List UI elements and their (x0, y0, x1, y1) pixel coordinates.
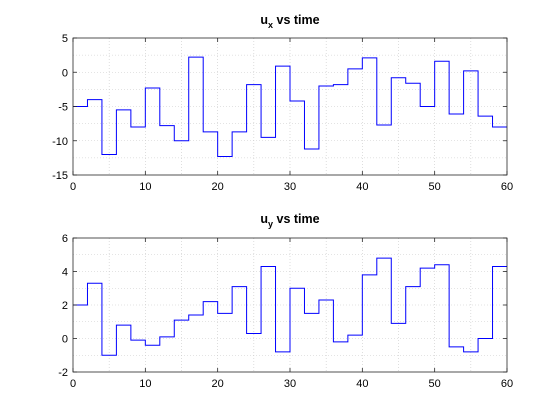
x-tick-label: 30 (284, 181, 296, 193)
x-tick-label: 20 (212, 378, 224, 390)
x-tick-label: 60 (501, 181, 513, 193)
x-tick-label: 40 (356, 378, 368, 390)
y-tick-label: 6 (62, 233, 68, 245)
x-tick-label: 0 (70, 378, 76, 390)
y-tick-label: 5 (62, 33, 68, 45)
series-line (73, 257, 507, 356)
x-tick-label: 0 (70, 181, 76, 193)
y-tick-label: 2 (62, 300, 68, 312)
subplot-ux: ux vs time 0 10 20 30 40 50 60 -15 -10 -5 0 5 (52, 13, 513, 193)
y-tick-label: 0 (62, 334, 68, 346)
title-subscript: y (268, 219, 273, 229)
y-tick-label: 0 (62, 67, 68, 79)
y-tick-label: -15 (52, 170, 68, 182)
x-tick-label: 60 (501, 378, 513, 390)
y-tick-label: -2 (58, 367, 68, 379)
title-subscript: x (268, 20, 273, 30)
x-tick-label: 10 (139, 378, 151, 390)
x-tick-label: 50 (429, 378, 441, 390)
y-tick-label: -5 (58, 102, 68, 114)
x-tick-label: 40 (356, 181, 368, 193)
x-tick-label: 10 (139, 181, 151, 193)
x-tick-label: 50 (429, 181, 441, 193)
x-tick-label: 30 (284, 378, 296, 390)
title-main: u (260, 13, 268, 27)
x-tick-label: 20 (212, 181, 224, 193)
y-tick-label: 4 (62, 267, 68, 279)
y-tick-label: -10 (52, 136, 68, 148)
title-main: u (260, 212, 268, 226)
title-rest: vs time (273, 212, 320, 226)
chart-title-ux: ux vs time (260, 13, 319, 30)
series-line (73, 56, 507, 157)
title-rest: vs time (273, 13, 320, 27)
chart-title-uy: uy vs time (260, 212, 319, 229)
